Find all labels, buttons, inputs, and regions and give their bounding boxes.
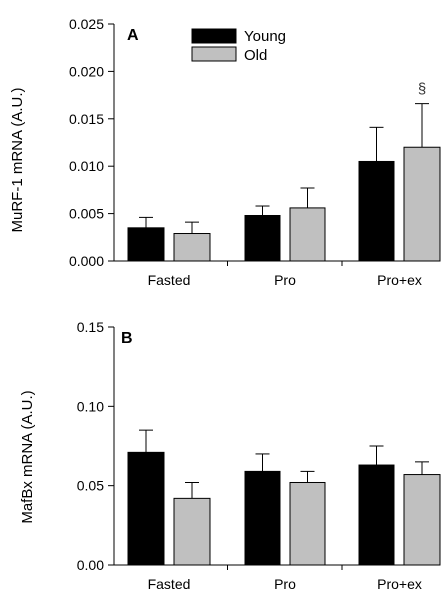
y-tick-label-a: 0.000	[69, 253, 104, 269]
panel-label-a: A	[127, 27, 139, 44]
y-tick-label-b: 0.10	[77, 398, 104, 414]
bar-old-a	[173, 233, 211, 262]
bar-old-b	[403, 474, 441, 566]
x-tick-label-b: Pro+ex	[377, 576, 422, 591]
x-tick-label-a: Fasted	[148, 272, 191, 288]
legend-swatch-young	[191, 28, 237, 44]
legend-swatch-old	[191, 46, 237, 62]
legend-label-old: Old	[244, 47, 267, 64]
x-tick-label-a: Pro+ex	[377, 272, 422, 288]
legend-label-young: Young	[244, 28, 286, 45]
bar-young-a	[244, 214, 281, 262]
panel-a: MuRF-1 mRNA (A.U.) A Young Old 0.000 0.00…	[9, 16, 441, 288]
y-tick-label-a: 0.005	[69, 206, 104, 222]
y-tick-label-b: 0.15	[77, 319, 104, 335]
bar-young-b	[244, 470, 281, 566]
significance-marker: §	[418, 81, 426, 98]
x-tick-label-b: Fasted	[148, 576, 191, 591]
bar-young-a	[358, 160, 395, 262]
y-axis-label-a: MuRF-1 mRNA (A.U.)	[9, 87, 26, 232]
bar-old-b	[289, 481, 326, 566]
y-tick-label-a: 0.020	[69, 63, 104, 79]
panel-label-b: B	[121, 330, 133, 347]
y-tick-label-a: 0.010	[69, 158, 104, 174]
x-tick-label-a: Pro	[274, 272, 296, 288]
y-axis-label-b: MafBx mRNA (A.U.)	[19, 390, 36, 523]
bar-young-b	[358, 464, 395, 566]
bar-old-a	[403, 146, 441, 262]
panel-b: MafBx mRNA (A.U.) B 0.00 0.05 0.10 0.15 Fast…	[19, 319, 441, 592]
y-tick-label-b: 0.00	[77, 557, 104, 573]
y-tick-label-b: 0.05	[77, 478, 104, 494]
bar-old-b	[173, 497, 211, 566]
y-tick-label-a: 0.015	[69, 111, 104, 127]
x-tick-label-b: Pro	[274, 576, 296, 591]
bar-young-a	[127, 227, 165, 262]
legend: Young Old	[191, 28, 286, 64]
y-tick-label-a: 0.025	[69, 16, 104, 32]
bar-old-a	[289, 207, 326, 262]
bar-young-b	[127, 451, 165, 566]
